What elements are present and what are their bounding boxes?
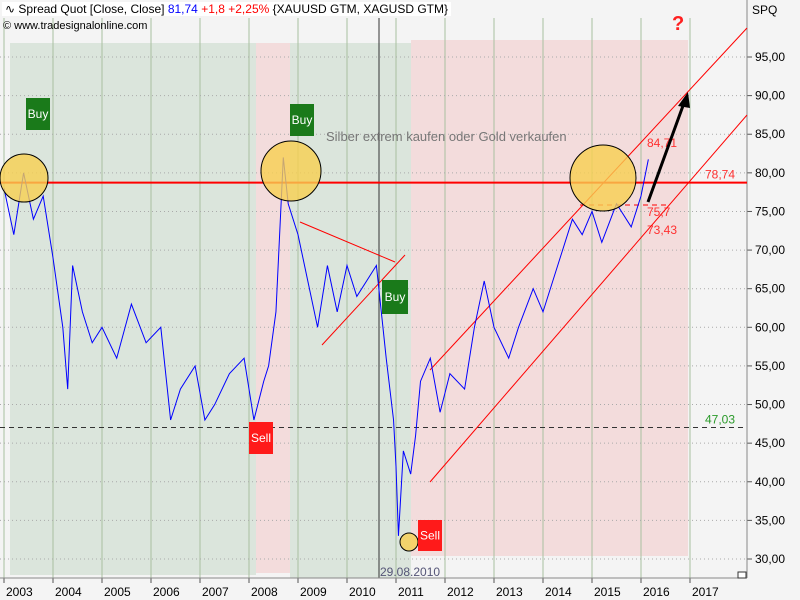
buy-signal-label: Buy [292,113,313,127]
source-link[interactable]: © www.tradesignalonline.com [3,20,148,32]
support-label: 47,03 [705,412,735,426]
sell-signal-box [418,520,442,551]
x-tick-label: 2009 [300,585,327,599]
highlight-circle [0,153,49,203]
highlight-circle [399,532,419,552]
level-label: 75,7 [647,205,671,219]
y-tick-label: 60,00 [755,320,785,334]
line-chart-icon: ∿ [5,2,16,16]
buy-signal-label: Buy [385,290,406,304]
symbols: {XAUUSD GTM, XAGUSD GTM} [272,2,448,16]
last-value: 81,74 [167,2,198,16]
triangle-upper-line [299,221,396,263]
buy-signal-label: Buy [28,107,49,121]
chart-title: Spread Quot [Close, Close] [18,2,165,16]
change-pct: +2,25% [228,2,270,16]
y-tick-label: 30,00 [755,552,785,566]
change-value: +1,8 [201,2,225,16]
sell-signal-label: Sell [420,529,440,543]
x-tick-label: 2017 [692,585,719,599]
chart-header: ∿ Spread Quot [Close, Close] 81,74 +1,8 … [2,2,451,16]
resize-handle-icon [737,571,747,579]
y-tick-label: 70,00 [755,243,785,257]
arrow-head-icon [678,92,690,108]
y-tick-label: 55,00 [755,359,785,373]
y-tick-label: 80,00 [755,166,785,180]
source-text: www.tradesignalonline.com [14,20,148,32]
highlight-circle [569,144,637,212]
x-tick-label: 2012 [447,585,474,599]
x-tick-label: 2006 [153,585,180,599]
y-tick-label: 40,00 [755,475,785,489]
sell-signal-box [249,422,273,454]
level-label: 73,43 [647,223,677,237]
resistance-label: 78,74 [705,168,735,182]
sell-signal-label: Sell [251,431,271,445]
buy-signal-box [26,98,50,130]
x-tick-label: 2003 [6,585,33,599]
buy-signal-box [290,104,314,136]
x-tick-label: 2010 [349,585,376,599]
date-label: 29.08.2010 [380,565,440,579]
x-tick-label: 2004 [55,585,82,599]
x-tick-label: 2015 [594,585,621,599]
question-mark: ? [672,13,684,35]
y-tick-label: 65,00 [755,282,785,296]
y-tick-label: 35,00 [755,513,785,527]
pink-zone [256,43,290,573]
x-tick-label: 2007 [202,585,229,599]
x-tick-label: 2014 [545,585,572,599]
note-text: Silber extrem kaufen oder Gold verkaufen [326,129,567,144]
x-tick-label: 2011 [398,585,424,599]
y-tick-label: 90,00 [755,89,785,103]
highlight-circle [260,140,322,202]
y-tick-label: 95,00 [755,50,785,64]
x-tick-label: 2005 [104,585,131,599]
x-tick-label: 2008 [251,585,278,599]
x-tick-label: 2013 [496,585,523,599]
y-tick-label: 45,00 [755,436,785,450]
arrow-line [646,102,686,203]
pink-zone [411,40,688,556]
axis-name: SPQ [752,3,777,17]
buy-signal-box [382,280,408,314]
price-series-line [3,157,649,536]
y-tick-label: 75,00 [755,204,785,218]
lower-channel-line [429,114,748,483]
y-tick-label: 50,00 [755,398,785,412]
y-tick-label: 85,00 [755,127,785,141]
triangle-lower-line [321,254,406,346]
x-tick-label: 2016 [643,585,670,599]
